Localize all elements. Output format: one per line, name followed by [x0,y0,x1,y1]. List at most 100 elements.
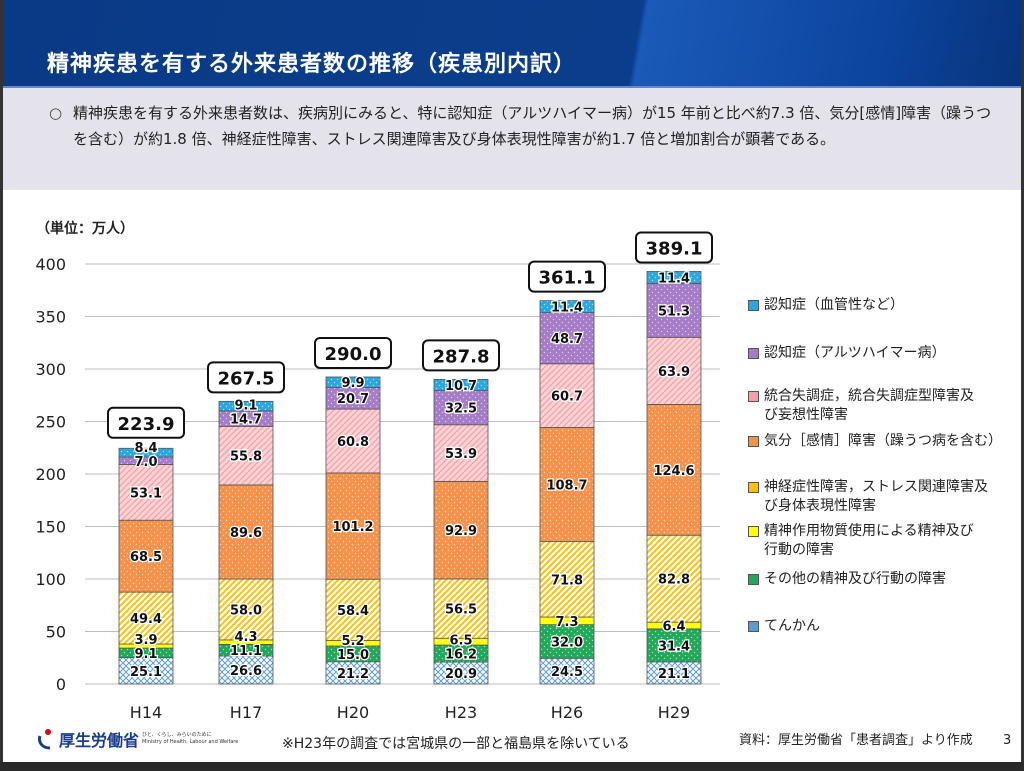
x-tick-label: H26 [551,703,583,722]
data-label: 7.3 [555,615,578,630]
source-note: 資料：厚生労働省「患者調査」より作成 [739,733,973,748]
legend-label: 行動の障害 [764,542,834,558]
data-label: 124.6 [653,464,694,479]
logo-mark-icon [38,729,51,750]
x-tick-label: H17 [230,703,262,722]
footnote: ※H23年の調査では宮城県の一部と福島県を除いている [282,736,630,752]
data-label: 9.1 [134,647,157,662]
total-label-box [528,260,606,293]
legend-label: 統合失調症，統合失調症型障害及 [764,388,974,404]
data-label: 108.7 [546,479,587,494]
legend-label: 精神作用物質使用による精神及び [764,523,974,539]
data-label: 3.9 [134,633,157,648]
logo-text: 厚生労働省 [59,731,140,750]
page-title: 精神疾患を有する外来患者数の推移（疾患別内訳） [47,52,577,77]
legend-swatch [748,300,759,311]
y-tick-label: 100 [35,570,66,589]
x-tick-label: H23 [445,703,477,722]
data-label: 89.6 [230,526,262,541]
data-label: 92.9 [445,524,477,539]
total-label: 290.0 [325,344,382,365]
data-label: 49.4 [130,612,162,627]
bar-segment [539,427,595,543]
legend-label: その他の精神及び行動の障害 [764,571,946,587]
bar-segment [539,300,595,314]
total-label: 389.1 [646,238,703,259]
legend-label: び身体表現性障害 [764,498,876,514]
data-label: 21.2 [337,667,369,682]
bar-segment [433,390,489,426]
data-label: 21.1 [658,667,690,682]
y-tick-label: 250 [35,413,66,432]
data-label: 7.0 [134,455,157,470]
total-label-box [422,339,500,372]
data-label: 56.5 [445,603,477,618]
summary-text: 精神疾患を有する外来患者数は、疾病別にみると、特に認知症（アルツハイマー病）が1… [73,104,992,148]
total-label-box [314,336,392,369]
bar-segment [325,472,381,580]
y-tick-label: 50 [46,623,66,642]
logo-sub2: Ministry of Health, Labour and Welfare [142,739,239,745]
bottom-bar [0,762,1024,771]
total-label-box [207,361,285,394]
total-label: 223.9 [118,414,175,435]
total-label-box [635,231,713,264]
data-label: 31.4 [658,639,690,654]
data-label: 5.2 [341,634,364,649]
total-label: 361.1 [539,268,596,289]
data-label: 24.5 [551,665,583,680]
legend-label: 認知症（アルツハイマー病） [764,345,946,361]
total-label: 287.8 [433,346,490,367]
data-label: 15.0 [337,648,369,663]
data-label: 32.0 [551,635,583,650]
y-tick-label: 200 [35,465,66,484]
bar-segment [433,424,489,482]
bar-segment [539,624,595,659]
x-tick-label: H14 [130,703,162,722]
legend-swatch [748,348,759,359]
data-label: 58.4 [337,604,369,619]
legend-swatch [748,574,759,585]
x-tick-label: H20 [337,703,369,722]
bar-segment [539,657,595,685]
bar-segment [218,425,274,486]
bar-segment [218,484,274,580]
bar-segment [325,578,381,641]
unit-label: （単位：万人） [36,221,134,237]
total-label: 267.5 [218,368,275,389]
data-label: 63.9 [658,365,690,380]
legend-swatch [748,526,759,537]
legend-label: てんかん [764,618,820,634]
mhlw-logo: 厚生労働省 ひと、くらし、みらいのために Ministry of Health, … [36,727,238,751]
bar-segment [539,363,595,428]
bar-segment [433,378,489,392]
data-label: 48.7 [551,332,583,347]
data-label: 25.1 [130,665,162,680]
bar-segment [539,541,595,618]
legend-label: 神経症性障害，ストレス関連障害及 [764,479,988,495]
data-label: 26.6 [230,664,262,679]
data-label: 14.7 [230,413,262,428]
total-label-box [107,406,185,439]
logo-subtext: ひと、くらし、みらいのために Ministry of Health, Labour… [142,732,238,746]
logo-sub1: ひと、くらし、みらいのために [142,732,212,738]
data-label: 60.8 [337,435,369,450]
bar-segment [325,376,381,388]
bar-segment [646,403,702,536]
y-tick-label: 0 [56,675,66,694]
data-label: 11.4 [658,271,690,286]
legend-label: び妄想性障害 [764,407,848,423]
header-bar: 精神疾患を有する外来患者数の推移（疾患別内訳） [3,0,1021,88]
x-tick-label: H29 [658,703,690,722]
data-label: 16.2 [445,648,477,663]
data-label: 32.5 [445,402,477,417]
legend-swatch [748,621,759,632]
y-tick-label: 300 [35,360,66,379]
bullet-icon: ○ [49,104,63,122]
bar-segment [433,578,489,639]
y-tick-label: 400 [35,255,66,274]
bar-segment [118,447,174,458]
data-label: 53.1 [130,486,162,501]
